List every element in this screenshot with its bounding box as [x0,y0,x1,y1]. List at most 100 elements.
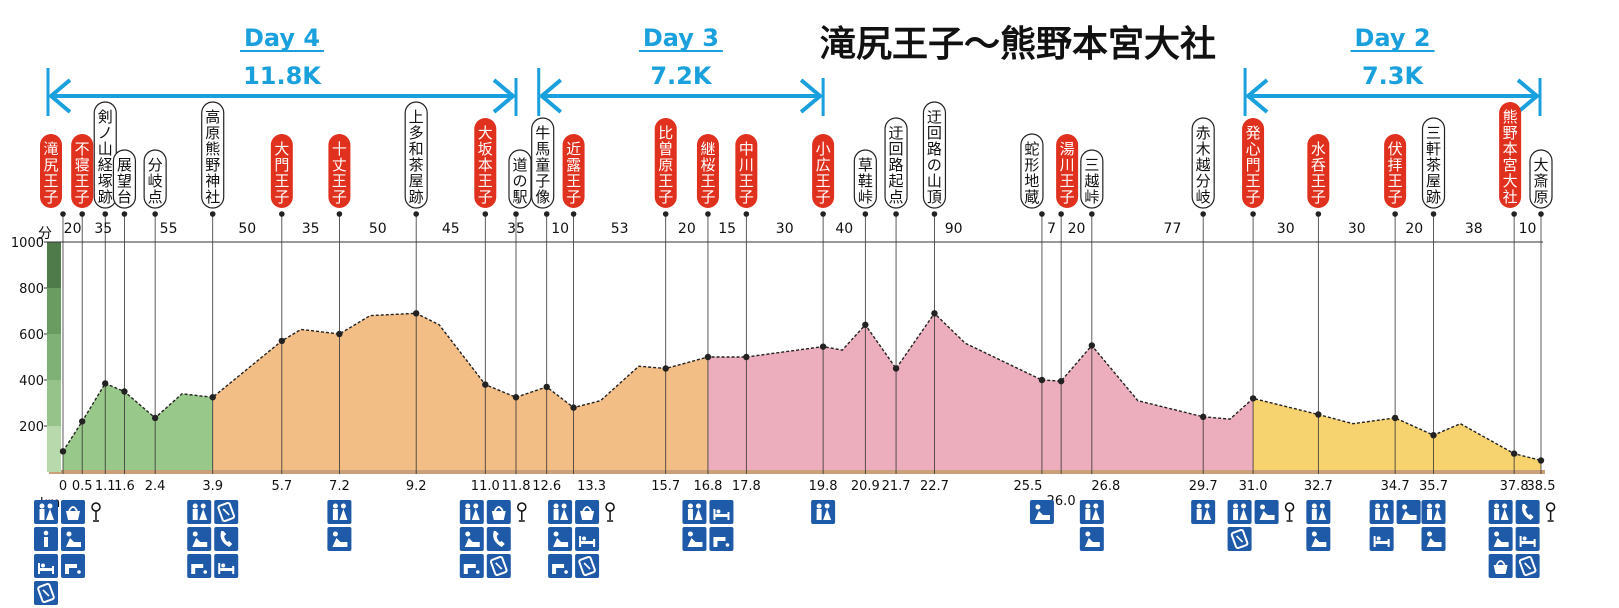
marker-top-dot [413,211,419,217]
place-label-badge [474,118,497,208]
km-label: 5.7 [271,479,292,494]
marker-top-dot [209,211,216,217]
facility-icon-bg [682,527,707,551]
km-label: 31.0 [1239,479,1268,494]
facility-icon-bg [548,527,573,551]
toilet-glyph-body [332,509,338,520]
duration-label: 10 [1519,221,1537,237]
viewpoint-marker-icon [1284,502,1295,522]
duration-label: 40 [835,221,853,237]
toilet-glyph-head [1233,503,1239,509]
facility-icon-bg [327,500,352,524]
water-icon [709,527,734,551]
toilet-glyph-head [1494,503,1500,509]
rest-area-icon [1254,500,1279,524]
facility-icon-bg [1488,500,1513,524]
toilet-glyph-head [47,503,53,509]
duration-label: 10 [551,221,569,237]
day-arrow-right-head [799,78,823,114]
lodging-glyph-post [218,563,221,574]
place-label-badge [696,134,719,208]
place-label-badge [654,118,677,208]
place-label-badge [508,149,532,209]
place-name: 草鞋峠 [858,156,873,206]
toilet-glyph-body [339,509,348,520]
vending-icon [214,500,239,524]
water-glyph-tap [713,537,726,547]
duration-label: 38 [1465,221,1483,237]
profile-area [49,312,1545,474]
elevation-point [59,448,67,455]
duration-label: 50 [369,221,387,237]
place-name: 迂回路の山頂 [927,108,942,206]
place-name: 上多和茶屋跡 [409,108,424,206]
day-arrow-right-head [1516,78,1539,114]
marker-top-dot [1039,211,1045,217]
lodging-glyph-post [38,563,40,574]
toilet-glyph-body [1085,509,1091,520]
vending-glyph-box [1230,528,1249,550]
km-label: 35.7 [1419,479,1448,494]
marker-top-dot [1538,211,1544,217]
duration-labels: 20 35 55 50 35 50 45 35 10 53 20 15 30 40 90 7 20 77 30 30 2… [64,221,1537,237]
day-arrow-left-head [1246,78,1269,114]
lodging-glyph-post [1387,539,1390,547]
toilet-glyph-body [694,509,703,520]
place-name: 熊野本宮大社 [1503,108,1518,206]
duration-label: 20 [678,221,696,237]
elevation-segment [63,383,213,472]
elevation-point [1391,414,1399,422]
toilet-glyph-head [816,503,822,509]
shop-icon [575,500,600,524]
place-label-badge [143,149,167,209]
phone-glyph [1521,504,1534,520]
marker-top-dot [152,211,158,217]
day-label: Day 3 [643,24,719,52]
duration-label: 30 [776,221,794,237]
marker-top-dot [1089,211,1095,217]
phone-glyph [220,531,233,547]
facility-icon-bg [1369,500,1394,524]
toilet-glyph-head [824,503,830,509]
facility-icon-bg [459,527,484,551]
shop-glyph-basket [66,511,80,520]
y-tick-label: 800 [19,282,44,297]
facility-group [1191,500,1216,524]
water-glyph-drop [564,570,568,574]
toilet-glyph-body [687,509,693,520]
rest-area-icon [1421,527,1446,551]
place-label-badge [1191,117,1215,209]
toilet-icon [1488,500,1513,524]
facility-group [1227,500,1295,551]
place-label-badge [853,149,877,209]
toilet-glyph-head [1085,503,1091,509]
lodging-glyph-bed [1521,541,1536,544]
place-label-badge [1307,134,1330,208]
elevation-point [1510,450,1518,457]
km-label: 1.1 [95,479,116,494]
elevation-point [412,310,420,317]
vending-glyph-slot [495,562,503,570]
marker-top-dot [1315,211,1322,217]
facility-icon-bg [1515,500,1540,524]
rest-area-icon [548,527,573,551]
lodging-glyph-pillow [716,509,721,514]
place-name: 中川王子 [739,140,754,206]
lodging-glyph-bed [1375,541,1390,544]
km-label: 0.5 [72,479,93,494]
facility-icon-bg [214,554,239,578]
day-arrow-right-head [492,78,515,114]
lodging-icon [709,500,734,524]
water-icon [187,554,212,578]
toilet-glyph-head [39,503,45,509]
lodging-icon [1369,527,1394,551]
km-label: 11.8 [502,479,531,494]
place-label-badge [531,117,555,209]
marker-top-dot [1058,211,1064,217]
facility-icon-bg [61,527,85,551]
water-glyph-tap [65,564,77,574]
vending-glyph-slot [1236,535,1244,543]
rest-glyph-head [1260,504,1266,510]
